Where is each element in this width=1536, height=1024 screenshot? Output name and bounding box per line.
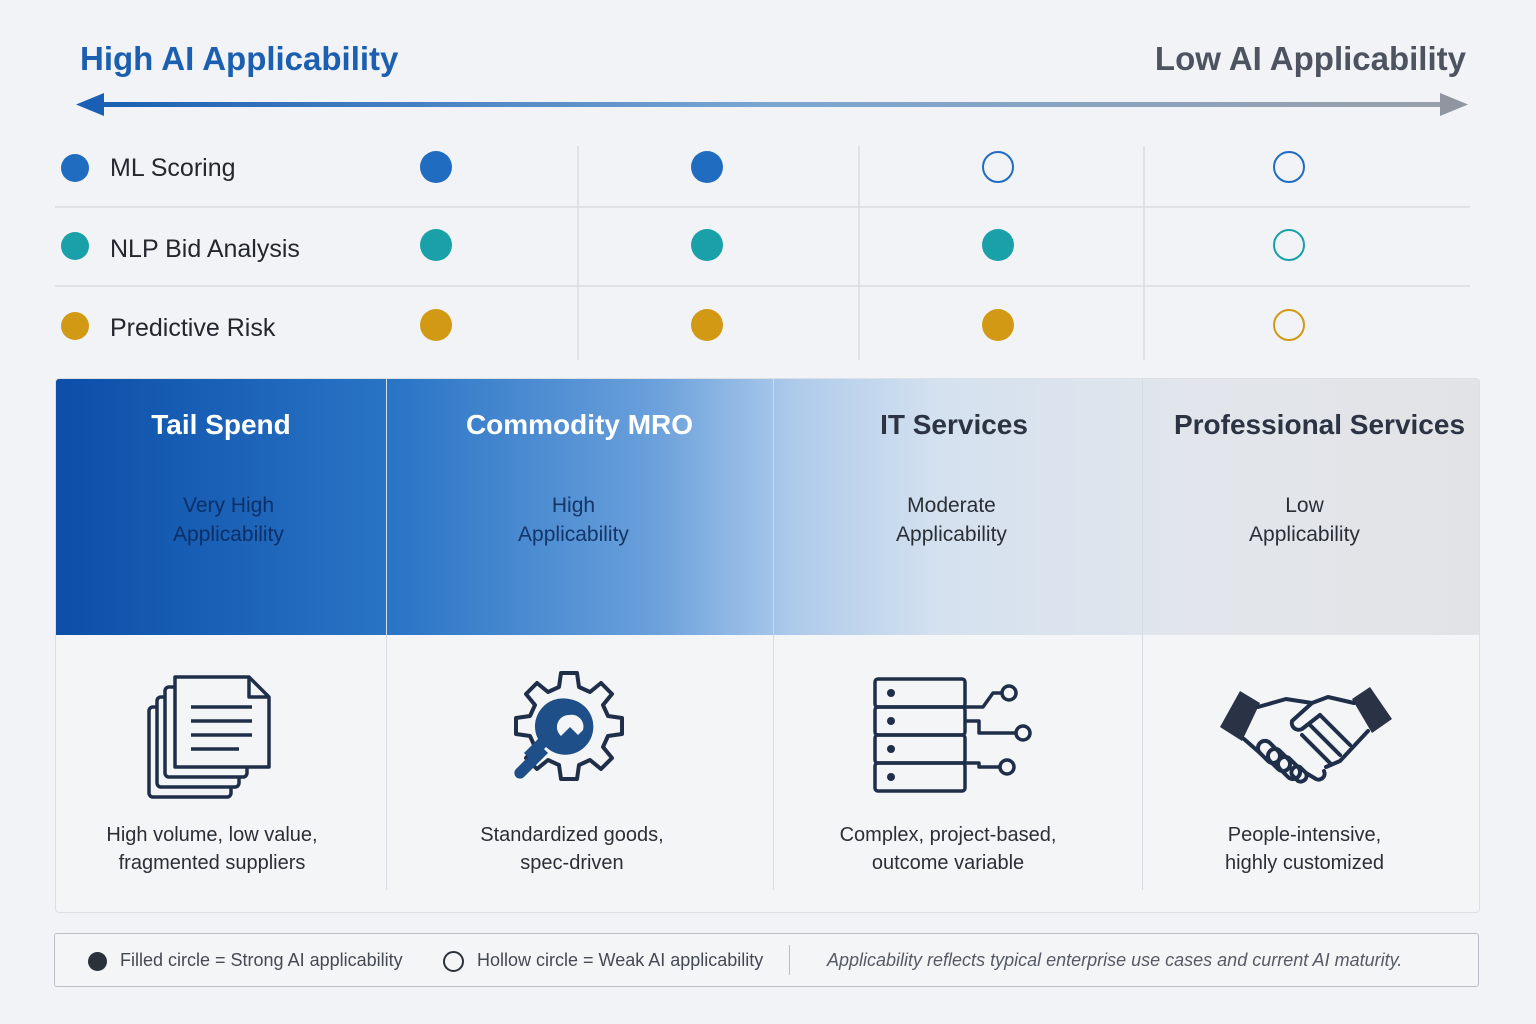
applicability-dot-filled [420, 151, 452, 183]
applicability-dot-hollow [1273, 229, 1305, 261]
tech-label-nlp-bid-analysis: NLP Bid Analysis [110, 235, 300, 263]
description-line: spec-driven [520, 852, 624, 874]
applicability-word: Applicability [518, 523, 629, 546]
description-line: People-intensive, [1227, 824, 1382, 846]
applicability-word: Applicability [1249, 523, 1360, 546]
applicability-word: Applicability [173, 523, 284, 546]
column-divider [386, 379, 387, 890]
high-applicability-label: High AI Applicability [80, 40, 399, 77]
column-divider [773, 379, 774, 890]
category-description-tail-spend: High volume, low value, fragmented suppl… [56, 821, 368, 877]
hollow-circle-icon [443, 951, 464, 972]
legend-filled-text: Filled circle = Strong AI applicability [120, 950, 403, 970]
applicability-dot-filled [982, 229, 1014, 261]
applicability-dot-filled [691, 151, 723, 183]
category-applicability-tail-spend: Very High Applicability [56, 491, 401, 549]
description-line: fragmented suppliers [118, 852, 306, 874]
server-network-icon [873, 677, 1032, 793]
legend-note: Applicability reflects typical enterpris… [827, 950, 1403, 970]
applicability-dot-filled [691, 309, 723, 341]
applicability-axis-arrow [76, 93, 1468, 116]
ml-scoring-legend-dot [61, 154, 89, 182]
description-line: Standardized goods, [480, 824, 664, 846]
category-title-tail-spend: Tail Spend [151, 409, 291, 440]
filled-circle-icon [88, 952, 107, 971]
applicability-level: Moderate [907, 494, 996, 517]
gear-wrench-icon [514, 671, 624, 781]
low-applicability-label: Low AI Applicability [1154, 40, 1466, 77]
category-description-professional-services: People-intensive, highly customized [1142, 821, 1467, 877]
description-line: High volume, low value, [106, 824, 318, 846]
category-description-commodity-mro: Standardized goods, spec-driven [386, 821, 758, 877]
applicability-level: High [551, 494, 596, 517]
applicability-dot-filled [982, 309, 1014, 341]
tech-label-predictive-risk: Predictive Risk [110, 314, 276, 342]
applicability-dot-hollow [1273, 151, 1305, 183]
category-applicability-commodity-mro: High Applicability [386, 491, 761, 549]
applicability-dot-filled [420, 309, 452, 341]
description-line: outcome variable [871, 852, 1025, 874]
description-line: highly customized [1225, 852, 1384, 874]
column-divider [1142, 379, 1143, 890]
handshake-icon [1220, 687, 1392, 784]
category-title-it-services: IT Services [880, 409, 1028, 440]
applicability-dot-filled [420, 229, 452, 261]
category-title-professional-services: Professional Services [1173, 409, 1466, 440]
applicability-dot-hollow [1273, 309, 1305, 341]
category-panel: Tail Spend Very High Applicability High … [55, 378, 1480, 913]
applicability-word: Applicability [896, 523, 1007, 546]
predictive-risk-legend-dot [61, 312, 89, 340]
tech-label-ml-scoring: ML Scoring [110, 154, 236, 182]
description-line: Complex, project-based, [839, 824, 1057, 846]
nlp-legend-dot [61, 232, 89, 260]
legend-box: Filled circle = Strong AI applicability … [54, 933, 1479, 987]
applicability-dot-filled [691, 229, 723, 261]
category-title-commodity-mro: Commodity MRO [465, 409, 694, 440]
applicability-gradient-band [56, 379, 1479, 635]
applicability-level: Very High [182, 494, 275, 517]
legend-hollow-text: Hollow circle = Weak AI applicability [477, 950, 764, 970]
legend-divider [789, 945, 790, 975]
documents-icon [147, 675, 271, 799]
applicability-dot-hollow [982, 151, 1014, 183]
matrix-gridlines [55, 146, 1470, 360]
category-applicability-it-services: Moderate Applicability [773, 491, 1130, 549]
category-applicability-professional-services: Low Applicability [1142, 491, 1467, 549]
category-description-it-services: Complex, project-based, outcome variable [773, 821, 1123, 877]
applicability-level: Low [1285, 494, 1324, 517]
